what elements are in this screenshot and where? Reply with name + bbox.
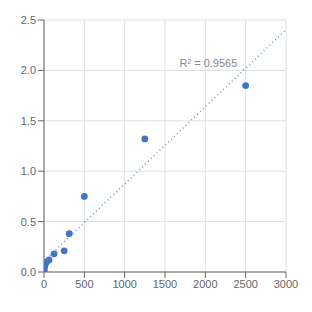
svg-text:1000: 1000 [112,278,136,290]
svg-text:2.0: 2.0 [21,64,36,76]
svg-text:R² = 0.9565: R² = 0.9565 [180,57,238,69]
svg-text:0: 0 [41,278,47,290]
svg-text:500: 500 [75,278,93,290]
svg-text:1.0: 1.0 [21,165,36,177]
svg-text:2000: 2000 [193,278,217,290]
svg-text:0.5: 0.5 [21,216,36,228]
svg-text:1.5: 1.5 [21,115,36,127]
svg-text:2500: 2500 [233,278,257,290]
svg-text:0.0: 0.0 [21,266,36,278]
svg-text:3000: 3000 [274,278,298,290]
svg-text:2.5: 2.5 [21,14,36,26]
svg-text:1500: 1500 [153,278,177,290]
